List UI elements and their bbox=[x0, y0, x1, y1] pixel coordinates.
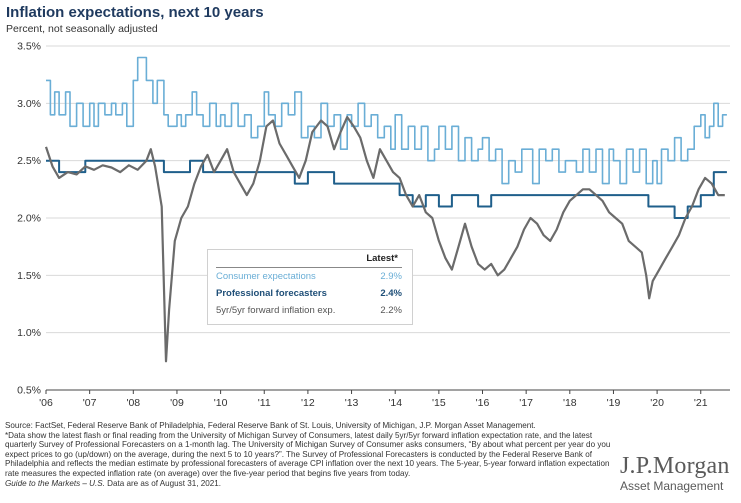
series-lines bbox=[44, 56, 727, 363]
legend-label: Professional forecasters bbox=[216, 288, 327, 299]
series-line-5yr-5yr-forward-inflation-exp- bbox=[44, 116, 725, 363]
x-axis: '06 '07 '08 '09 '10 '11 '12 '13 '14 '15 '16 '17 '18 '… bbox=[39, 390, 708, 409]
x-tick-label: '21 bbox=[694, 397, 708, 409]
x-tick-label: '11 bbox=[258, 397, 271, 409]
legend-header: Latest* bbox=[366, 253, 398, 264]
line-chart: 0.5%1.0%1.5%2.0%2.5%3.0%3.5% '06'07'08'0… bbox=[17, 41, 730, 409]
gridlines bbox=[46, 45, 730, 391]
x-tick-label: '16 bbox=[476, 397, 490, 409]
jpmorgan-logo: J.P.Morgan Asset Management bbox=[620, 454, 736, 493]
footnote-text: *Data show the latest flash or final rea… bbox=[5, 430, 611, 478]
series-line-professional-forecasters bbox=[46, 159, 727, 219]
y-tick-label: 3.0% bbox=[17, 98, 41, 110]
logo-subtitle: Asset Management bbox=[620, 479, 724, 493]
legend: Latest* Consumer expectations 2.9% Profe… bbox=[207, 249, 413, 325]
y-axis: 0.5% 1.0% 1.5% 2.0% 2.5% 3.0% 3.5% bbox=[17, 41, 41, 397]
source-footnote: Source: FactSet, Federal Reserve Bank of… bbox=[5, 421, 615, 488]
legend-value: 2.2% bbox=[380, 305, 402, 316]
source-line: Source: FactSet, Federal Reserve Bank of… bbox=[5, 421, 536, 430]
legend-label: Consumer expectations bbox=[216, 271, 316, 282]
x-tick-label: '12 bbox=[301, 397, 315, 409]
series-line-consumer-expectations bbox=[46, 56, 727, 185]
guide-title: Guide to the Markets – U.S. bbox=[5, 478, 105, 488]
y-tick-label: 1.5% bbox=[17, 270, 41, 282]
y-tick-label: 0.5% bbox=[17, 385, 41, 397]
legend-entry-5y5y: 5yr/5yr forward inflation exp. 2.2% bbox=[216, 305, 402, 318]
legend-entry-consumer: Consumer expectations 2.9% bbox=[216, 271, 402, 284]
chart-title: Inflation expectations, next 10 years bbox=[6, 4, 264, 21]
x-tick-label: '07 bbox=[83, 397, 97, 409]
y-tick-label: 2.0% bbox=[17, 213, 41, 225]
logo-wordmark: J.P.Morgan bbox=[620, 453, 730, 479]
y-tick-label: 1.0% bbox=[17, 327, 41, 339]
legend-entry-professional: Professional forecasters 2.4% bbox=[216, 288, 402, 301]
x-tick-label: '14 bbox=[388, 397, 402, 409]
legend-divider bbox=[216, 267, 402, 268]
chart-subtitle: Percent, not seasonally adjusted bbox=[6, 23, 158, 35]
x-tick-label: '20 bbox=[650, 397, 664, 409]
y-tick-label: 2.5% bbox=[17, 155, 41, 167]
legend-value: 2.4% bbox=[380, 288, 402, 299]
legend-value: 2.9% bbox=[380, 271, 402, 282]
x-tick-label: '06 bbox=[39, 397, 53, 409]
x-tick-label: '08 bbox=[126, 397, 140, 409]
guide-line: Guide to the Markets – U.S. Data are as … bbox=[5, 479, 615, 489]
legend-label: 5yr/5yr forward inflation exp. bbox=[216, 305, 336, 316]
x-tick-label: '15 bbox=[432, 397, 446, 409]
x-tick-label: '17 bbox=[519, 397, 533, 409]
x-tick-label: '09 bbox=[170, 397, 184, 409]
x-tick-label: '13 bbox=[345, 397, 359, 409]
x-tick-label: '18 bbox=[563, 397, 577, 409]
guide-date: Data are as of August 31, 2021. bbox=[104, 478, 221, 488]
x-tick-label: '10 bbox=[214, 397, 228, 409]
x-tick-label: '19 bbox=[607, 397, 621, 409]
y-tick-label: 3.5% bbox=[17, 41, 41, 53]
